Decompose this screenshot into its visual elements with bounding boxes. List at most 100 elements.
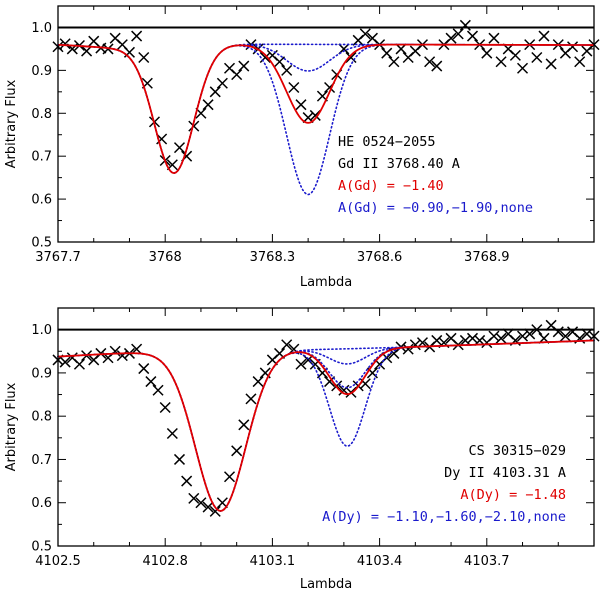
top-x-tick-label: 3768.3 [250,250,296,265]
top-y-tick-label: 0.8 [31,107,52,122]
bottom-data-point [202,501,214,513]
bottom-data-point [431,334,443,346]
bottom-data-point [181,475,193,487]
top-x-tick-label: 3767.7 [35,250,81,265]
top-data-point [209,86,221,98]
bottom-star-name: CS 30315−029 [468,443,566,459]
bottom-x-tick-label: 4102.5 [35,554,81,569]
top-plot-marks [52,19,600,196]
bottom-best-abundance: A(Dy) = −1.48 [460,487,566,503]
bottom-alt-fit-curve [57,339,595,512]
bottom-data-point [466,332,479,344]
bottom-plot-marks [52,319,600,517]
top-data-point [395,43,407,55]
bottom-x-tick-label: 4103.1 [250,554,296,569]
bottom-alt-fit-curve [57,339,595,512]
top-data-point [281,64,293,76]
bottom-data-point [159,401,171,414]
top-data-point [359,28,371,40]
top-data-point [123,46,135,58]
bottom-data-point [245,393,257,405]
top-data-point [517,62,529,74]
top-data-point [431,60,443,72]
bottom-data-point [238,419,250,431]
bottom-plot-frame [57,307,595,547]
bottom-data-point [495,332,507,344]
top-x-tick-label: 3768 [149,250,182,265]
bottom-alt-fit-curve [57,339,595,512]
top-alt-fit-curve [57,43,595,174]
top-data-point [238,60,250,72]
top-data-point [488,32,500,44]
top-data-point [466,30,479,42]
bottom-y-tick-label: 0.5 [31,540,52,555]
top-y-tick-label: 0.6 [31,193,52,208]
bottom-data-point [459,334,471,346]
top-data-point [81,45,93,57]
top-best-fit-curve [57,43,595,175]
top-alt-fit-curve [57,43,595,174]
bottom-data-point [252,376,264,388]
top-alt-abundances: A(Gd) = −0.90,−1.90,none [338,200,533,216]
bottom-data-point [223,471,236,483]
bottom-alt-fit-curve [57,339,595,512]
bottom-spectrum-panel: 4102.5 4102.8 4103.1 4103.4 4103.7 0.5 0.6 0.7 0… [4,307,600,592]
top-plot-frame [57,5,595,243]
top-data-point [531,51,543,64]
bottom-data-point [517,330,529,342]
top-data-point [259,51,271,64]
bottom-data-point [145,376,157,388]
bottom-data-point [402,343,414,355]
top-data-point [424,56,436,68]
top-best-abundance: A(Gd) = −1.40 [338,178,444,194]
bottom-y-tick-label: 0.7 [31,453,52,468]
top-data-point [288,81,300,94]
top-data-point [345,51,357,64]
top-data-point [131,30,143,42]
bottom-y-tick-label: 0.6 [31,496,52,511]
top-data-point [388,56,400,68]
bottom-data-point [173,453,186,465]
bottom-x-tick-label: 4102.8 [142,554,188,569]
top-alt-fit-curve [57,43,595,196]
top-y-tick-label: 0.9 [31,64,52,79]
top-data-point [445,32,457,44]
bottom-data-point [188,492,200,504]
bottom-y-tick-label: 0.9 [31,366,52,381]
bottom-y-axis-label: Arbitrary Flux [4,382,19,471]
bottom-y-tick-label: 0.8 [31,410,52,425]
top-y-tick-label: 0.5 [31,236,52,251]
bottom-data-point [531,324,543,336]
top-star-name: HE 0524−2055 [338,134,436,150]
bottom-data-point [524,328,536,340]
top-data-point [545,58,557,70]
bottom-data-point [195,497,207,509]
top-y-axis-label: Arbitrary Flux [4,79,19,168]
bottom-alt-abundances: A(Dy) = −1.10,−1.60,−2.10,none [322,509,566,525]
bottom-x-tick-label: 4103.7 [464,554,510,569]
top-tick-labels: 3767.7 3768 3768.3 3768.6 3768.9 0.5 0.6 0.7 0.8… [31,21,509,265]
top-data-point [509,49,521,61]
top-data-point [59,38,71,50]
bottom-data-point [73,358,85,370]
top-line-id: Gd II 3768.40 A [338,156,460,172]
top-spectrum-panel: 3767.7 3768 3768.3 3768.6 3768.9 0.5 0.6 0.7 0.8… [4,5,600,290]
bottom-annotations: CS 30315−029 Dy II 4103.31 A A(Dy) = −1.… [322,443,566,525]
bottom-x-axis-label: Lambda [300,577,352,592]
top-data-point [567,41,579,53]
bottom-data-point [116,350,128,362]
bottom-data-point [581,328,593,340]
bottom-data-point [209,505,221,517]
bottom-data-point [409,339,421,351]
bottom-data-point [231,445,243,457]
top-x-axis-label: Lambda [300,275,352,290]
top-data-point [381,47,393,59]
top-data-point [481,47,493,59]
top-data-point [495,56,507,68]
bottom-tick-labels: 4102.5 4102.8 4103.1 4103.4 4103.7 0.5 0.6 0.7 0… [31,323,509,569]
bottom-data-point [552,326,564,338]
bottom-data-point [59,356,71,368]
bottom-data-point [559,330,571,342]
bottom-data-point [295,358,307,370]
